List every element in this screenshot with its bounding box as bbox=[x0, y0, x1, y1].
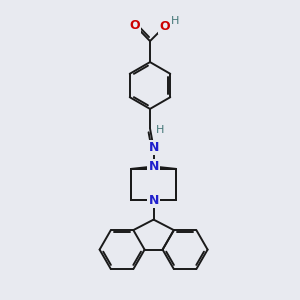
Text: N: N bbox=[148, 194, 159, 207]
Text: O: O bbox=[159, 20, 170, 33]
Text: N: N bbox=[148, 160, 159, 173]
Text: H: H bbox=[171, 16, 179, 26]
Text: N: N bbox=[148, 141, 159, 154]
Text: H: H bbox=[156, 125, 164, 135]
Text: O: O bbox=[130, 19, 140, 32]
